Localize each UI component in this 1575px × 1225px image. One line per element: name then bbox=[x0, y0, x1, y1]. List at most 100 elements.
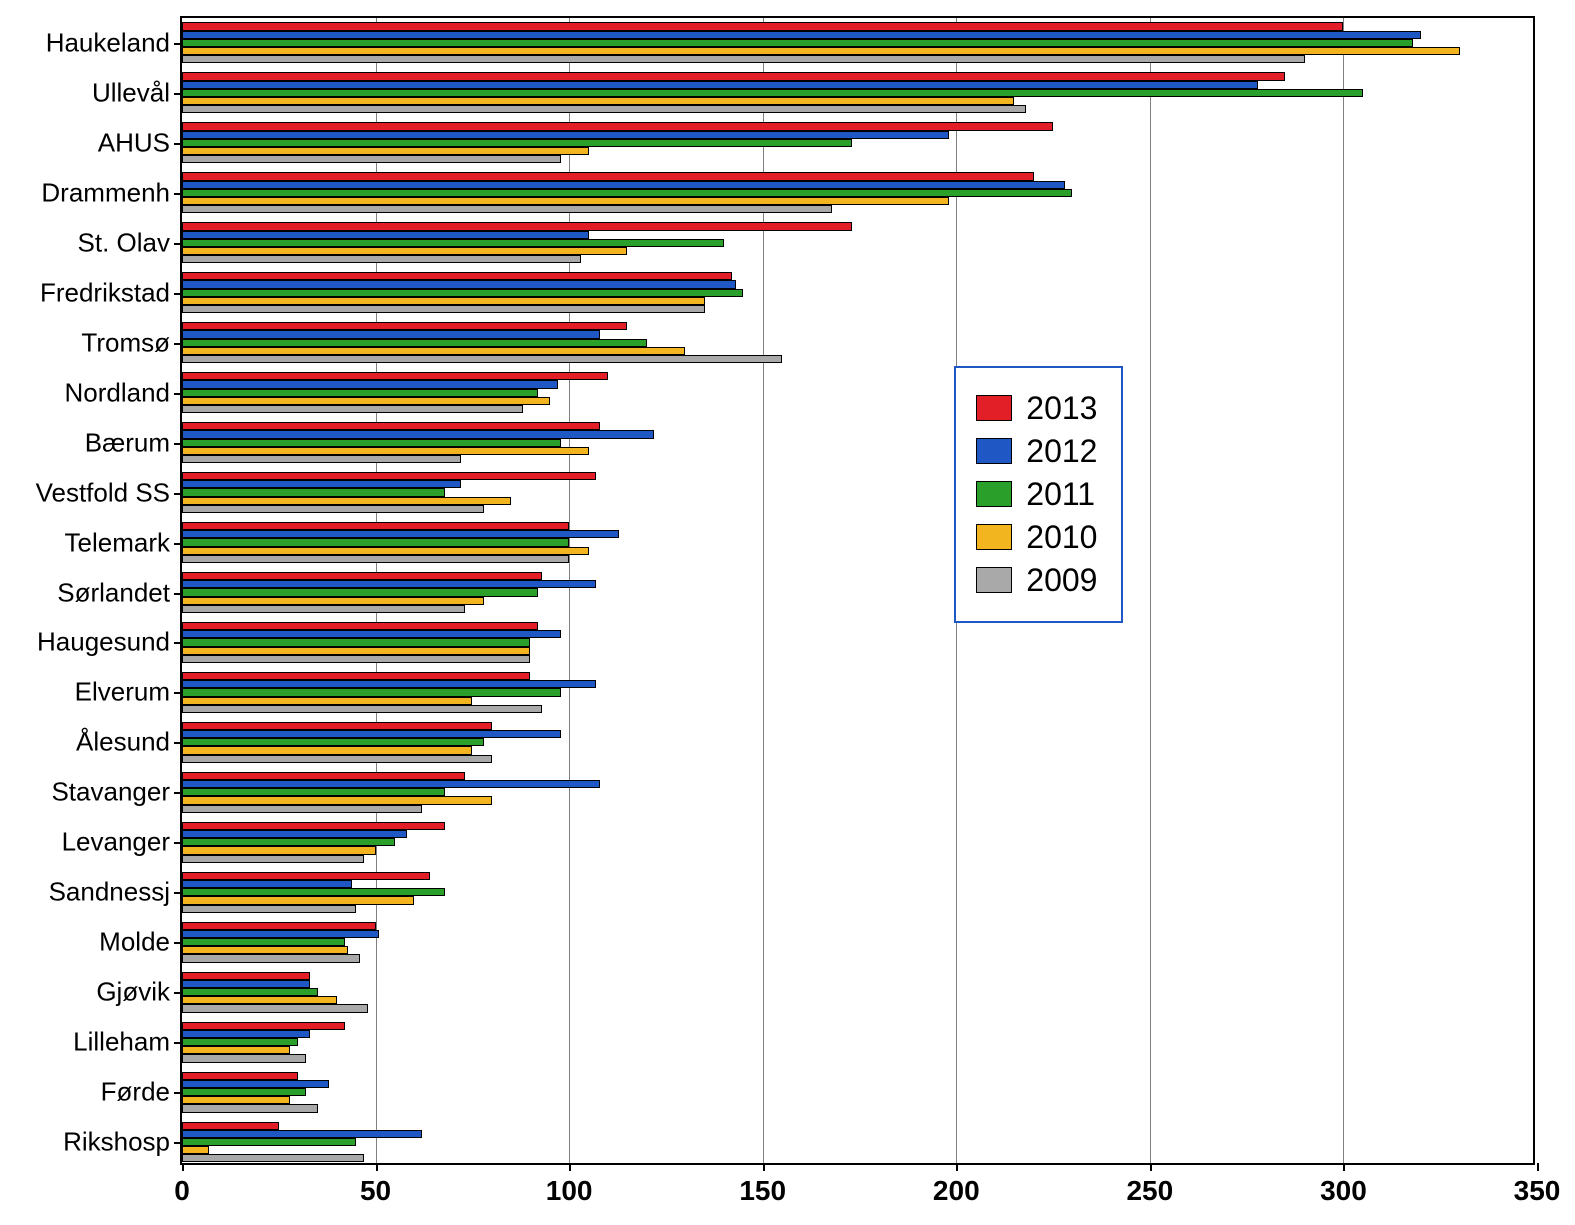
bar bbox=[182, 647, 530, 655]
y-axis-label: Telemark bbox=[65, 527, 182, 558]
bar bbox=[182, 1080, 329, 1088]
bar bbox=[182, 588, 538, 596]
legend-label: 2013 bbox=[1026, 390, 1097, 427]
bar bbox=[182, 397, 550, 405]
bar bbox=[182, 380, 558, 388]
bar bbox=[182, 980, 310, 988]
bar bbox=[182, 580, 596, 588]
bar bbox=[182, 938, 345, 946]
y-axis-label: Gjøvik bbox=[96, 977, 182, 1008]
bar bbox=[182, 1030, 310, 1038]
y-axis-label: Haugesund bbox=[37, 627, 182, 658]
bar bbox=[182, 597, 484, 605]
bar bbox=[182, 55, 1305, 63]
legend-swatch bbox=[976, 438, 1012, 464]
bar bbox=[182, 172, 1034, 180]
bar bbox=[182, 480, 461, 488]
bar bbox=[182, 231, 589, 239]
bar bbox=[182, 830, 407, 838]
bar bbox=[182, 322, 627, 330]
x-axis-label: 50 bbox=[360, 1163, 391, 1207]
bar bbox=[182, 688, 561, 696]
y-axis-label: AHUS bbox=[98, 127, 182, 158]
x-axis-label: 300 bbox=[1320, 1163, 1367, 1207]
bar bbox=[182, 697, 472, 705]
bar bbox=[182, 305, 705, 313]
legend-swatch bbox=[976, 481, 1012, 507]
bar bbox=[182, 247, 627, 255]
bar bbox=[182, 530, 619, 538]
bar bbox=[182, 1038, 298, 1046]
y-axis-label: Vestfold SS bbox=[36, 477, 182, 508]
bar bbox=[182, 946, 348, 954]
bar bbox=[182, 222, 852, 230]
bar bbox=[182, 422, 600, 430]
bar bbox=[182, 855, 364, 863]
bar bbox=[182, 505, 484, 513]
bar bbox=[182, 1072, 298, 1080]
legend-swatch bbox=[976, 567, 1012, 593]
bar bbox=[182, 547, 589, 555]
bar bbox=[182, 680, 596, 688]
bar bbox=[182, 239, 724, 247]
bar bbox=[182, 888, 445, 896]
bar bbox=[182, 996, 337, 1004]
bar bbox=[182, 72, 1285, 80]
y-axis-label: Haukeland bbox=[46, 27, 182, 58]
bar bbox=[182, 522, 569, 530]
bar bbox=[182, 838, 395, 846]
bar bbox=[182, 1096, 290, 1104]
bar bbox=[182, 922, 376, 930]
bar bbox=[182, 372, 608, 380]
bar bbox=[182, 472, 596, 480]
bar bbox=[182, 805, 422, 813]
bar bbox=[182, 788, 445, 796]
bar bbox=[182, 846, 376, 854]
y-axis-label: Sørlandet bbox=[57, 577, 182, 608]
bar bbox=[182, 746, 472, 754]
legend-item: 2013 bbox=[976, 390, 1097, 427]
bar bbox=[182, 605, 465, 613]
bar bbox=[182, 972, 310, 980]
gridline bbox=[1150, 18, 1151, 1163]
bar bbox=[182, 355, 782, 363]
x-axis-label: 0 bbox=[174, 1163, 190, 1207]
bar bbox=[182, 1022, 345, 1030]
bar bbox=[182, 1146, 209, 1154]
legend-swatch bbox=[976, 524, 1012, 550]
y-axis-label: Ålesund bbox=[76, 727, 182, 758]
bar bbox=[182, 181, 1065, 189]
bar bbox=[182, 39, 1413, 47]
gridline bbox=[1343, 18, 1344, 1163]
bar bbox=[182, 930, 379, 938]
bar bbox=[182, 1054, 306, 1062]
legend-label: 2012 bbox=[1026, 433, 1097, 470]
bar bbox=[182, 1046, 290, 1054]
y-axis-label: Levanger bbox=[62, 827, 182, 858]
bar bbox=[182, 954, 360, 962]
legend-item: 2010 bbox=[976, 519, 1097, 556]
y-axis-label: St. Olav bbox=[78, 227, 182, 258]
bar bbox=[182, 730, 561, 738]
bar bbox=[182, 722, 492, 730]
bar bbox=[182, 755, 492, 763]
bar bbox=[182, 405, 523, 413]
bar bbox=[182, 488, 445, 496]
bar bbox=[182, 1004, 368, 1012]
bar bbox=[182, 738, 484, 746]
bar bbox=[182, 1088, 306, 1096]
y-axis-label: Tromsø bbox=[81, 327, 182, 358]
legend-swatch bbox=[976, 395, 1012, 421]
y-axis-label: Lilleham bbox=[73, 1027, 182, 1058]
bar bbox=[182, 988, 318, 996]
y-axis-label: Sandnessj bbox=[49, 877, 182, 908]
y-axis-label: Drammenh bbox=[41, 177, 182, 208]
bar bbox=[182, 905, 356, 913]
bar bbox=[182, 347, 685, 355]
y-axis-label: Stavanger bbox=[51, 777, 182, 808]
bar bbox=[182, 439, 561, 447]
bar bbox=[182, 455, 461, 463]
bar bbox=[182, 672, 530, 680]
bar bbox=[182, 105, 1026, 113]
bar bbox=[182, 630, 561, 638]
